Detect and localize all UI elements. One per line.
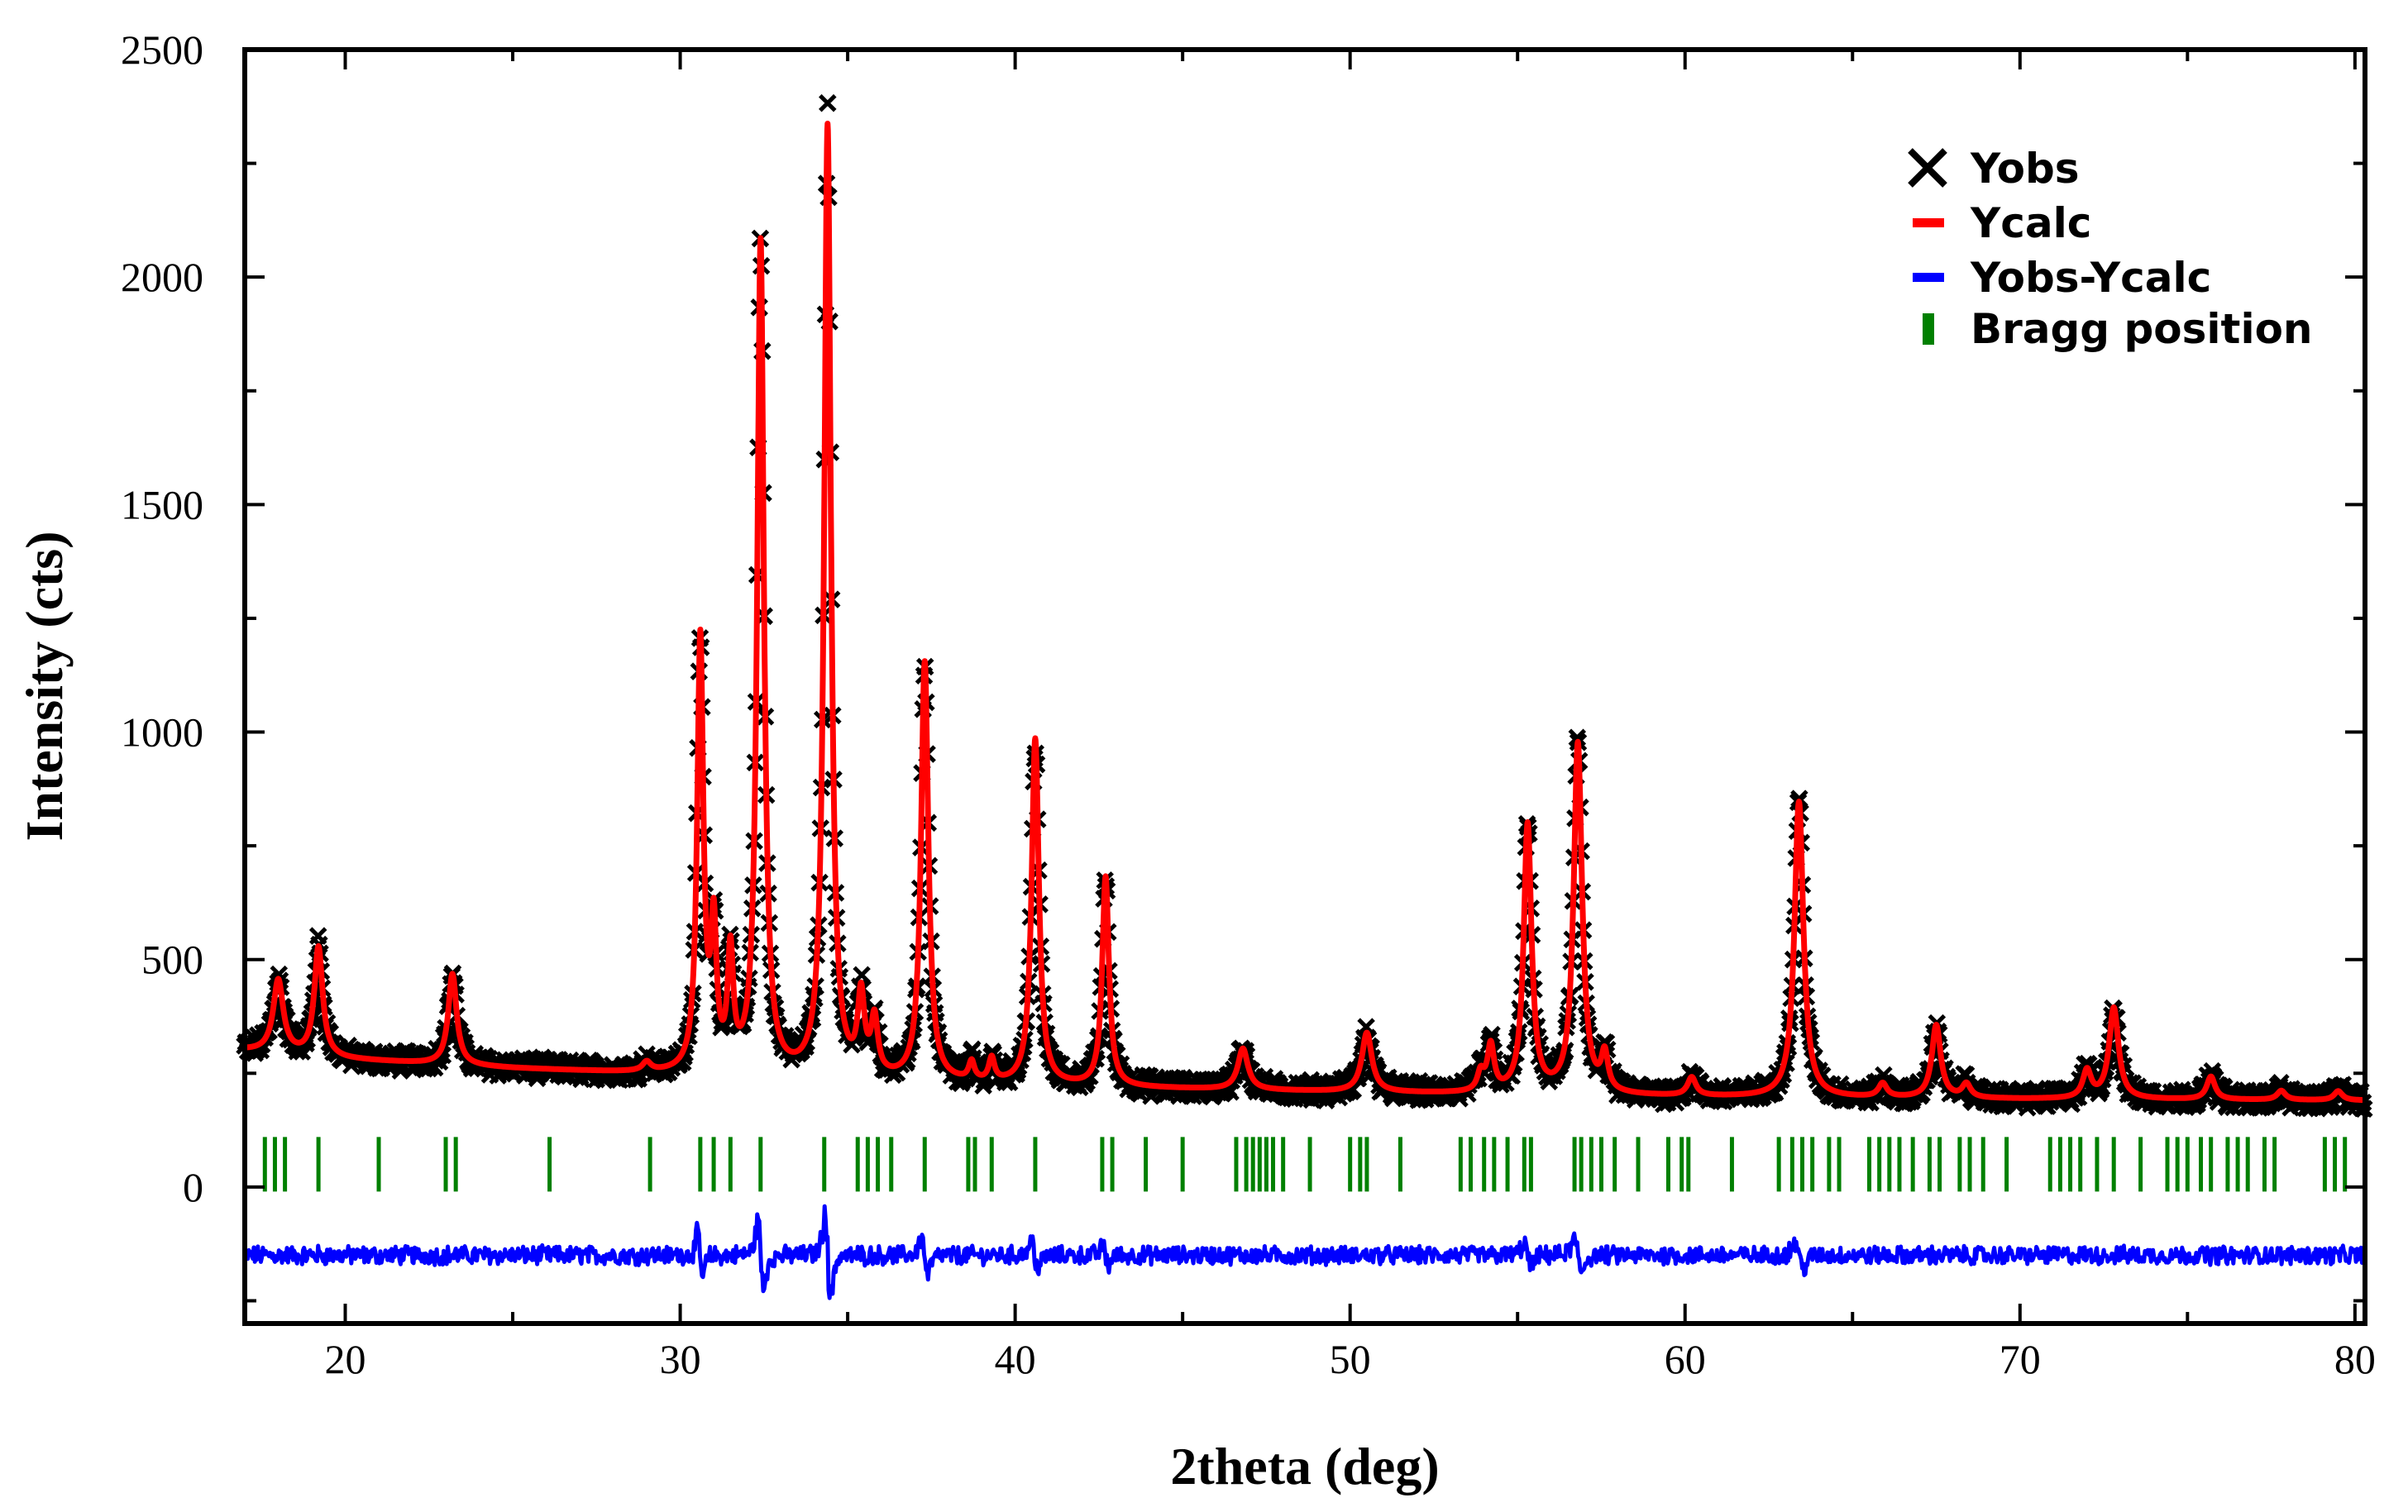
ycalc-series bbox=[241, 121, 2367, 1104]
legend-item-ycalc: Ycalc bbox=[1913, 199, 2091, 247]
x-tick-label: 60 bbox=[1665, 1336, 1706, 1382]
legend-label-difference: Yobs-Ycalc bbox=[1970, 254, 2211, 302]
legend-swatch-yobs bbox=[1908, 148, 1947, 188]
y-tick-label: 500 bbox=[141, 937, 203, 983]
bragg-position-ticks bbox=[262, 1137, 2348, 1192]
y-tick-label: 1500 bbox=[121, 481, 203, 527]
difference-series bbox=[242, 1204, 2367, 1300]
y-tick-label: 0 bbox=[183, 1164, 203, 1210]
axes bbox=[242, 47, 2367, 1326]
legend-item-difference: Yobs-Ycalc bbox=[1913, 254, 2211, 302]
legend-swatch-bragg bbox=[1923, 313, 1934, 345]
legend-swatch-difference bbox=[1913, 273, 1944, 282]
legend-swatch-ycalc bbox=[1913, 218, 1944, 227]
difference-line bbox=[242, 1204, 2367, 1300]
yobs-marker-path bbox=[236, 93, 2373, 1118]
y-tick-label: 2500 bbox=[121, 26, 203, 73]
yobs-markers bbox=[236, 93, 2373, 1118]
legend-item-bragg: Bragg position bbox=[1923, 305, 2313, 353]
axis-ticks: 20 30 40 50 60 70 80 0 500 1000 1500 2000 2500 bbox=[121, 26, 2376, 1382]
plot-frame bbox=[242, 47, 2367, 1326]
y-tick-label: 1000 bbox=[121, 709, 203, 756]
legend-label-ycalc: Ycalc bbox=[1970, 199, 2091, 247]
y-axis-title: Intensity (cts) bbox=[15, 531, 74, 841]
x-tick-label: 20 bbox=[325, 1336, 366, 1382]
legend-item-yobs: Yobs bbox=[1908, 145, 2080, 193]
x-tick-label: 80 bbox=[2334, 1336, 2376, 1382]
ycalc-line bbox=[241, 121, 2367, 1104]
legend: Yobs Ycalc Yobs-Ycalc Bragg position bbox=[1908, 145, 2313, 353]
x-tick-label: 70 bbox=[1999, 1336, 2041, 1382]
x-axis-title: 2theta (deg) bbox=[1170, 1437, 1439, 1495]
legend-label-bragg: Bragg position bbox=[1971, 305, 2313, 353]
x-tick-label: 50 bbox=[1330, 1336, 1371, 1382]
x-tick-label: 40 bbox=[995, 1336, 1036, 1382]
x-tick-label: 30 bbox=[660, 1336, 701, 1382]
legend-label-yobs: Yobs bbox=[1970, 145, 2080, 193]
y-tick-label: 2000 bbox=[121, 254, 203, 300]
